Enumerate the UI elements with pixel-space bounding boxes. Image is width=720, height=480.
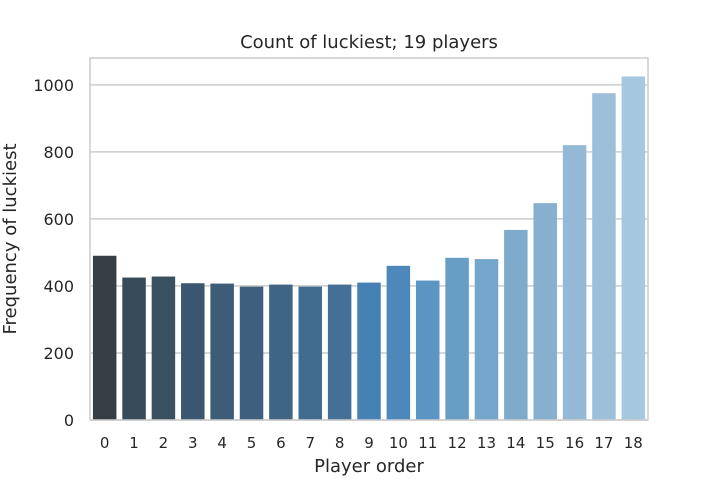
bar-player-6	[269, 284, 293, 420]
bar-player-7	[298, 286, 323, 420]
x-tick-label: 3	[188, 434, 198, 452]
x-tick-label: 10	[389, 434, 408, 452]
bar-player-3	[181, 283, 205, 420]
x-tick-label: 7	[305, 434, 315, 452]
x-tick-label: 17	[594, 434, 613, 452]
bar-player-11	[415, 280, 440, 420]
y-tick-label: 600	[43, 210, 74, 229]
plot-frame	[89, 57, 649, 421]
x-tick-label: 8	[335, 434, 345, 452]
bar-player-5	[239, 286, 264, 420]
bar-player-2	[151, 276, 176, 420]
bar-player-4	[210, 283, 234, 420]
bar-player-9	[357, 282, 381, 420]
bar-player-15	[533, 203, 557, 420]
bar-player-14	[504, 229, 528, 420]
x-tick-label: 15	[536, 434, 555, 452]
bars	[92, 76, 646, 421]
bar-player-18	[621, 76, 646, 421]
x-tick-label: 5	[247, 434, 257, 452]
y-tick-label: 0	[64, 411, 74, 430]
y-axis-title: Frequency of luckiest	[0, 143, 21, 334]
x-tick-label: 14	[506, 434, 525, 452]
bar-player-10	[386, 265, 411, 420]
x-tick-label: 4	[217, 434, 227, 452]
x-tick-label: 6	[276, 434, 286, 452]
chart-title: Count of luckiest; 19 players	[240, 32, 498, 53]
x-tick-label: 0	[100, 434, 110, 452]
bar-player-8	[327, 284, 352, 420]
x-tick-label: 9	[364, 434, 374, 452]
bar-player-0	[92, 255, 117, 420]
bar-player-1	[122, 277, 146, 420]
x-axis-title: Player order	[314, 456, 424, 477]
y-tick-label: 400	[43, 277, 74, 296]
y-tick-label: 200	[43, 344, 74, 363]
bar-player-12	[445, 257, 469, 420]
bar-player-13	[474, 259, 499, 420]
bar-player-16	[562, 145, 587, 421]
x-tick-label: 1	[129, 434, 139, 452]
x-tick-label: 16	[565, 434, 584, 452]
y-tick-label: 1000	[33, 76, 74, 95]
x-tick-label: 13	[477, 434, 496, 452]
y-tick-labels: 0 200 400 600 800 1000	[33, 76, 74, 430]
x-tick-label: 11	[418, 434, 437, 452]
x-tick-label: 12	[448, 434, 467, 452]
x-tick-label: 2	[159, 434, 169, 452]
x-tick-label: 18	[624, 434, 643, 452]
y-tick-label: 800	[43, 143, 74, 162]
x-tick-labels: 0 1 2 3 4 5 6 7 8 9 10 11 12 13 14 15 16 17 18	[100, 434, 643, 452]
bar-player-17	[592, 93, 616, 420]
